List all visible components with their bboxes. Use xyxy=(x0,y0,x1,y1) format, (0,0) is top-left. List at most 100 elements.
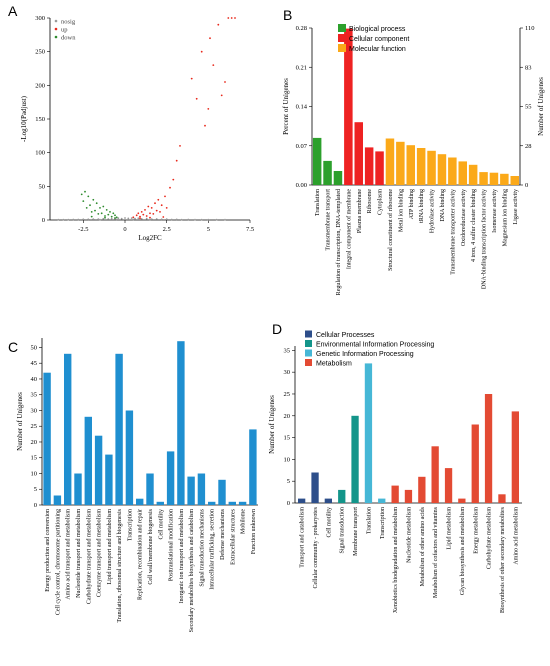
a-point-nosig xyxy=(140,218,143,220)
c-category-label: Function unknown xyxy=(251,509,257,554)
a-point-up xyxy=(135,214,138,217)
c-category-label: Inorganic ion transport and metabolism xyxy=(179,509,185,604)
a-point-nosig xyxy=(134,217,136,220)
d-category-label: Glycan biosynthesis and metabolism xyxy=(460,507,466,595)
a-point-up xyxy=(150,207,153,209)
a-point-nosig xyxy=(107,218,110,220)
a-point-nosig xyxy=(215,218,218,221)
a-point-down xyxy=(87,195,90,198)
a-y-tick-label: 150 xyxy=(35,116,45,123)
b-category-label: 4 iron, 4 sulfur cluster binding xyxy=(470,189,477,262)
d-legend-label: Genetic Information Processing xyxy=(316,351,414,358)
a-point-nosig xyxy=(124,217,126,219)
c-bar xyxy=(238,501,247,505)
d-bar xyxy=(511,411,519,503)
c-bar xyxy=(94,435,103,505)
c-category-label: Energy production and conversion xyxy=(45,509,51,592)
b-bar xyxy=(458,161,467,185)
c-category-label: Posttranslational modification xyxy=(168,509,175,581)
a-point-nosig xyxy=(92,218,95,221)
b-category-label: Magnesium ion binding xyxy=(502,189,508,246)
a-point-nosig xyxy=(62,218,65,221)
b-bar xyxy=(396,141,405,185)
a-point-down xyxy=(114,217,116,219)
d-category-label: Carbohydrate metabolism xyxy=(487,507,493,569)
c-y-tick-label: 35 xyxy=(31,392,38,399)
b-bar xyxy=(406,145,415,185)
a-point-up xyxy=(209,37,211,40)
a-point-nosig xyxy=(127,217,130,220)
d-y-axis-title: Number of Unigenes xyxy=(268,395,276,454)
c-bar xyxy=(156,501,164,505)
c-category-label: Cell motility xyxy=(158,509,164,540)
b-y2-tick-label: 0 xyxy=(525,182,528,189)
c-bar xyxy=(53,495,62,505)
a-point-up xyxy=(147,205,150,208)
a-point-up xyxy=(175,159,178,162)
c-category-label: Extracellular structures xyxy=(230,508,236,564)
a-point-up xyxy=(144,209,146,211)
d-category-label: Signal transduction xyxy=(340,507,346,554)
c-y-tick-label: 0 xyxy=(34,502,37,509)
c-category-label: Amino acid transport and metabolism xyxy=(66,509,72,600)
b-category-label: Translation xyxy=(315,189,321,216)
d-legend-swatch xyxy=(305,359,312,366)
d-bar xyxy=(364,363,373,503)
c-bar xyxy=(218,479,226,505)
a-point-down xyxy=(104,216,106,219)
a-point-up xyxy=(212,64,215,66)
c-y-tick-label: 45 xyxy=(31,360,38,367)
a-point-up xyxy=(207,108,210,110)
a-point-down xyxy=(84,190,86,193)
a-legend-marker-down xyxy=(54,35,58,39)
b-bar xyxy=(479,172,488,185)
b-bar xyxy=(416,148,426,185)
d-category-label: Translation xyxy=(366,507,372,534)
a-point-nosig xyxy=(72,218,75,221)
a-point-nosig xyxy=(224,218,226,221)
a-point-up xyxy=(179,145,181,147)
a-point-down xyxy=(90,215,93,218)
b-y-tick-label: 0.21 xyxy=(296,64,307,71)
a-point-down xyxy=(100,212,103,215)
b-category-label: Ligase activity xyxy=(513,189,519,225)
c-category-label: Nucleotide transport and metabolism xyxy=(76,509,82,598)
d-bar xyxy=(498,494,506,503)
b-y2-tick-label: 55 xyxy=(525,104,532,111)
b-bar xyxy=(354,122,363,185)
b-category-label: Metal ion binding xyxy=(398,189,404,232)
d-legend-label: Cellular Processes xyxy=(316,332,375,339)
a-point-nosig xyxy=(187,218,190,221)
a-legend-marker-up xyxy=(54,27,58,31)
c-bar xyxy=(125,410,134,505)
a-point-up xyxy=(190,77,193,80)
a-point-up xyxy=(204,124,206,127)
a-point-nosig xyxy=(207,218,210,221)
c-category-label: Intracellular trafficking, secretion xyxy=(209,509,216,590)
volcano-plot: 0 50 100 150 200 250 300 -2.5 0 2.5 5 7.5 Log2FC -Log… xyxy=(20,15,254,242)
a-x-tick-label: 2.5 xyxy=(163,226,171,233)
c-y-tick-label: 10 xyxy=(31,470,38,477)
d-bar xyxy=(311,472,319,503)
d-bar xyxy=(298,498,306,503)
b-bar xyxy=(427,150,436,185)
d-category-label: Nucleotide metabolism xyxy=(407,507,413,563)
b-bar xyxy=(344,28,353,185)
c-category-label: Coenzyme transport and metabolism xyxy=(97,509,103,597)
a-point-down xyxy=(89,204,91,207)
d-legend-swatch xyxy=(305,340,312,347)
a-point-down xyxy=(109,211,111,213)
a-point-down xyxy=(112,212,115,215)
a-point-nosig xyxy=(87,218,90,221)
d-category-label: Cellular community - prokaryotes xyxy=(313,506,319,588)
a-point-down xyxy=(92,198,95,201)
c-bar xyxy=(249,429,257,505)
d-bar xyxy=(444,468,453,503)
b-category-label: Ribosome xyxy=(367,189,373,214)
a-point-down xyxy=(80,193,83,196)
b-y-tick-label: 0.14 xyxy=(296,104,308,111)
d-legend-swatch xyxy=(305,330,312,338)
b-y2-tick-label: 110 xyxy=(525,25,535,32)
a-point-nosig xyxy=(120,217,123,220)
c-y-tick-label: 50 xyxy=(31,344,38,351)
